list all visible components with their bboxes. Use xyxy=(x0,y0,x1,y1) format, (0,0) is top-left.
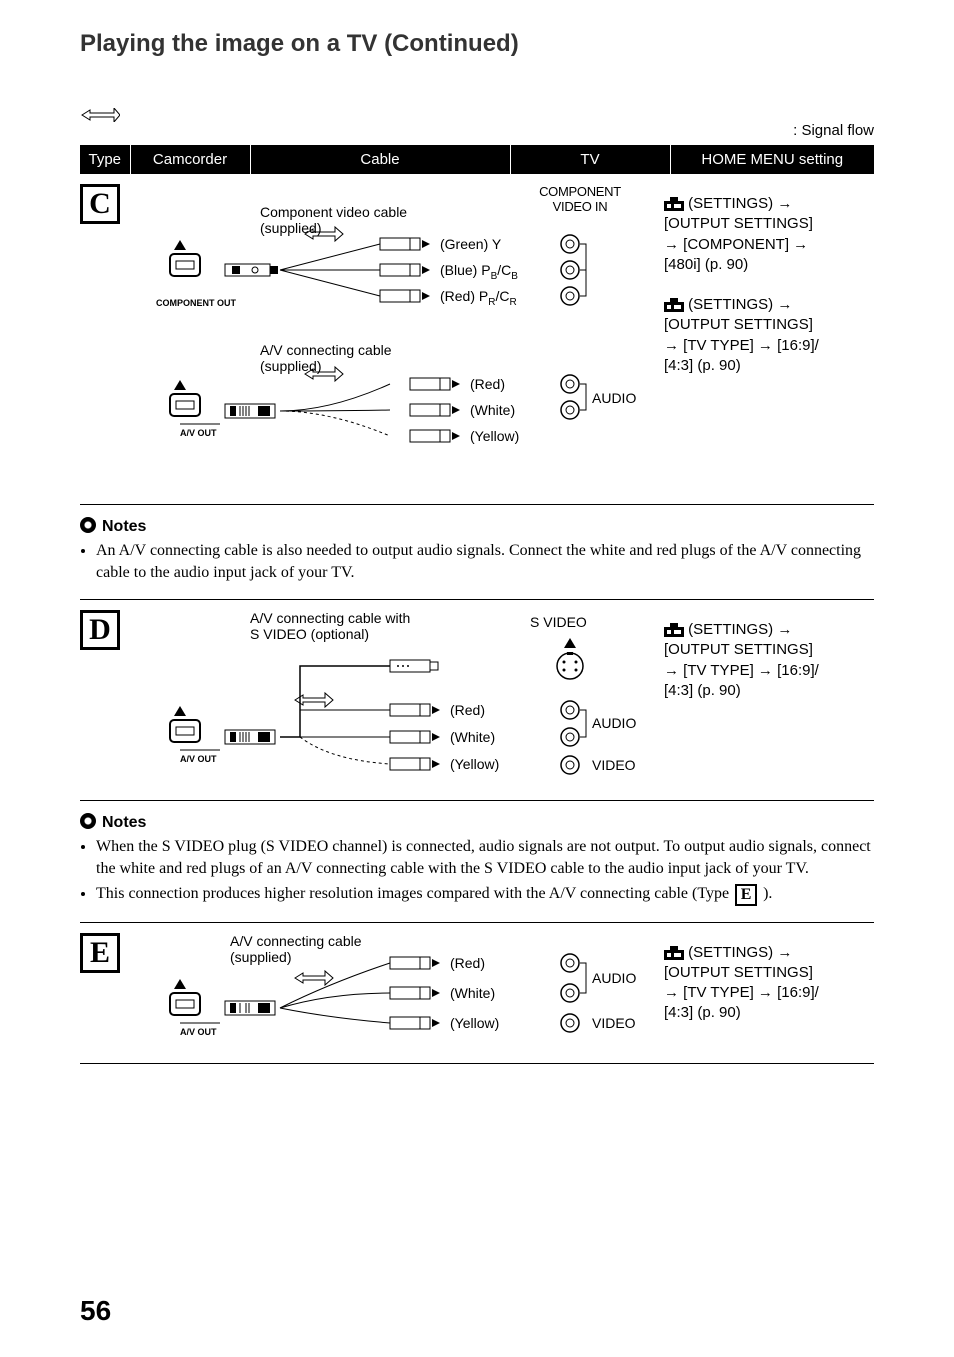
port-av-out-c-label: A/V OUT xyxy=(180,428,217,438)
plug-d-red: (Red) xyxy=(450,702,485,718)
setting-e: (SETTINGS) →[OUTPUT SETTINGS]→ [TV TYPE]… xyxy=(664,943,874,1024)
plug-green-y: (Green) Y xyxy=(440,236,501,252)
plug-d-white: (White) xyxy=(450,729,495,745)
tv-comp-label: COMPONENTVIDEO IN xyxy=(535,184,625,214)
note-2-1: When the S VIDEO plug (S VIDEO channel) … xyxy=(96,836,874,879)
note-1-1: An A/V connecting cable is also needed t… xyxy=(96,540,874,583)
th-tv: TV xyxy=(510,145,670,174)
plug-d-yellow: (Yellow) xyxy=(450,756,499,772)
plug-blue-pb: (Blue) PB/CB xyxy=(440,262,518,282)
tv-video-d: VIDEO xyxy=(592,757,636,773)
notes-head-2-text: Notes xyxy=(102,814,146,831)
plug-c2-white: (White) xyxy=(470,402,515,418)
plug-c2-yellow: (Yellow) xyxy=(470,428,519,444)
signal-flow-text: Signal flow xyxy=(801,122,874,139)
signal-arrow-icon xyxy=(80,108,120,122)
plug-c2-red: (Red) xyxy=(470,376,505,392)
notes-head-1-text: Notes xyxy=(102,518,146,535)
diagram-e-svg: A/V OUT xyxy=(130,933,690,1063)
tv-audio-c: AUDIO xyxy=(592,390,636,406)
type-letter-e-inline: E xyxy=(735,884,757,906)
setting-c2: (SETTINGS) →[OUTPUT SETTINGS]→ [TV TYPE]… xyxy=(664,295,874,376)
connection-header-table: Type Camcorder Cable TV HOME MENU settin… xyxy=(80,145,874,174)
plug-e-yellow: (Yellow) xyxy=(450,1015,499,1031)
port-av-out-e-label: A/V OUT xyxy=(180,1027,217,1037)
setting-d: (SETTINGS) →[OUTPUT SETTINGS]→ [TV TYPE]… xyxy=(664,620,874,701)
tv-video-e: VIDEO xyxy=(592,1015,636,1031)
tv-svideo-label: S VIDEO xyxy=(530,614,587,630)
note-2-2: This connection produces higher resoluti… xyxy=(96,883,874,905)
plug-e-red: (Red) xyxy=(450,955,485,971)
cable-c2-title: A/V connecting cable(supplied) xyxy=(260,342,480,374)
notes-list-1: An A/V connecting cable is also needed t… xyxy=(80,540,874,583)
setting-c1: (SETTINGS) →[OUTPUT SETTINGS]→ [COMPONEN… xyxy=(664,194,874,275)
type-letter-c: C xyxy=(80,184,120,224)
notes-head-1: Notes xyxy=(80,517,874,536)
th-type: Type xyxy=(80,145,130,174)
th-setting: HOME MENU setting xyxy=(670,145,874,174)
th-cable: Cable xyxy=(250,145,510,174)
page-title: Playing the image on a TV (Continued) xyxy=(80,30,874,58)
page-number: 56 xyxy=(80,1295,111,1327)
tv-audio-e: AUDIO xyxy=(592,970,636,986)
port-av-out-d-label: A/V OUT xyxy=(180,754,217,764)
connection-row-c: C Component video cable(supplied) COMPON… xyxy=(80,174,874,505)
signal-flow-legend: : Signal flow xyxy=(80,108,874,139)
plug-e-white: (White) xyxy=(450,985,495,1001)
connection-row-d: D A/V connecting cable withS VIDEO (opti… xyxy=(80,599,874,801)
notes-list-2: When the S VIDEO plug (S VIDEO channel) … xyxy=(80,836,874,906)
port-comp-out-label: COMPONENT OUT xyxy=(156,298,237,308)
type-letter-d: D xyxy=(80,610,120,650)
tv-audio-d: AUDIO xyxy=(592,715,636,731)
th-camcorder: Camcorder xyxy=(130,145,250,174)
notes-head-2: Notes xyxy=(80,813,874,832)
type-letter-e: E xyxy=(80,933,120,973)
connection-row-e: E A/V connecting cable(supplied) A/V OUT xyxy=(80,922,874,1064)
plug-red-pr: (Red) PR/CR xyxy=(440,288,517,308)
